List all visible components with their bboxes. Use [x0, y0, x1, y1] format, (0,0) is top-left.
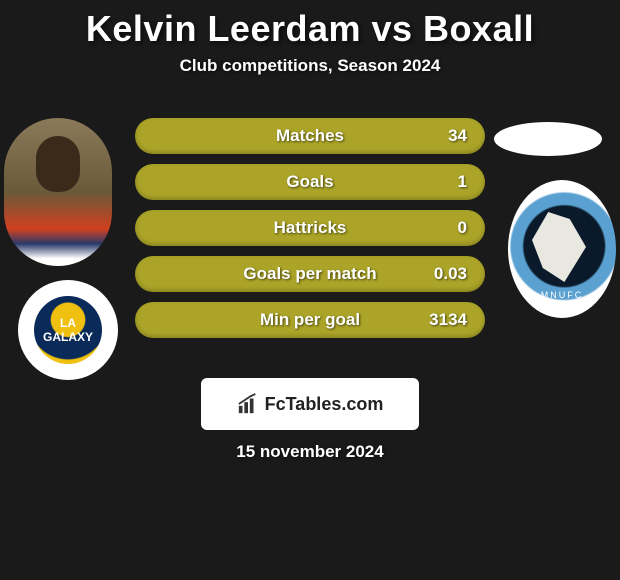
stat-label: Min per goal [260, 310, 360, 330]
page-title: Kelvin Leerdam vs Boxall [0, 8, 620, 50]
stat-right-value: 34 [448, 126, 467, 146]
stat-label: Goals per match [243, 264, 376, 284]
stat-row: Goals 1 [135, 164, 485, 200]
left-player-avatar [4, 118, 112, 266]
stat-right-value: 3134 [429, 310, 467, 330]
stat-row: Min per goal 3134 [135, 302, 485, 338]
stat-row: Hattricks 0 [135, 210, 485, 246]
stat-right-value: 0.03 [434, 264, 467, 284]
page-subtitle: Club competitions, Season 2024 [0, 56, 620, 76]
watermark-text: FcTables.com [265, 394, 384, 415]
left-team-badge: LA GALAXY [18, 280, 118, 380]
stat-label: Hattricks [274, 218, 347, 238]
stat-right-value: 1 [458, 172, 467, 192]
stat-bars: Matches 34 Goals 1 Hattricks 0 Goals per… [135, 118, 485, 348]
left-team-badge-label: LA GALAXY [34, 316, 102, 344]
chart-icon [237, 393, 259, 415]
watermark: FcTables.com [201, 378, 419, 430]
stat-right-value: 0 [458, 218, 467, 238]
left-player-panel: LA GALAXY [4, 118, 118, 380]
stat-row: Goals per match 0.03 [135, 256, 485, 292]
la-galaxy-icon: LA GALAXY [34, 296, 102, 364]
date-line: 15 november 2024 [0, 442, 620, 462]
stat-row: Matches 34 [135, 118, 485, 154]
stat-label: Goals [286, 172, 333, 192]
header: Kelvin Leerdam vs Boxall Club competitio… [0, 0, 620, 76]
right-player-panel [508, 122, 616, 318]
stat-label: Matches [276, 126, 344, 146]
right-team-badge [508, 180, 616, 318]
right-player-avatar [494, 122, 602, 156]
